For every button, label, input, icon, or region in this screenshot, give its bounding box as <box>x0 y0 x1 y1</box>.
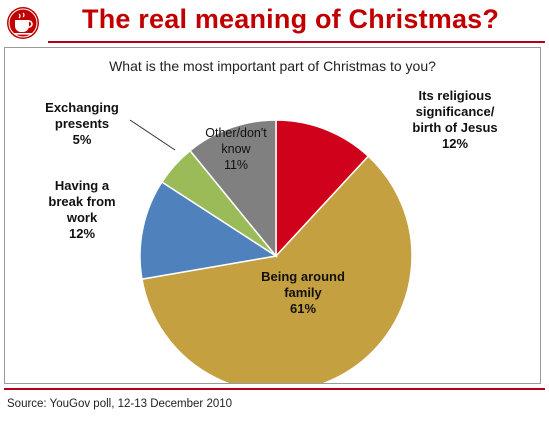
title-divider <box>48 41 545 43</box>
leader-line-presents <box>129 119 176 151</box>
pie-slice-family <box>141 155 413 383</box>
label-break: Having a break from work 12% <box>48 178 116 241</box>
pie-chart <box>129 119 413 383</box>
source-divider <box>4 388 545 390</box>
pie-slice-break <box>139 180 279 281</box>
pie-slice-religious <box>275 119 370 258</box>
source-note: Source: YouGov poll, 12-13 December 2010 <box>7 398 233 410</box>
coffee-cup-icon <box>7 7 39 39</box>
pie-slice-other <box>188 119 277 259</box>
label-family: Being around family 61% <box>261 269 345 316</box>
page-title: The real meaning of Christmas? <box>82 4 500 34</box>
chart-frame: What is the most important part of Chris… <box>4 47 541 384</box>
label-religious: Its religious significance/ birth of Jes… <box>412 88 498 151</box>
label-presents: Exchanging presents 5% <box>45 100 119 147</box>
chart-title: What is the most important part of Chris… <box>109 58 436 74</box>
label-other: Other/don't know 11% <box>205 126 267 172</box>
